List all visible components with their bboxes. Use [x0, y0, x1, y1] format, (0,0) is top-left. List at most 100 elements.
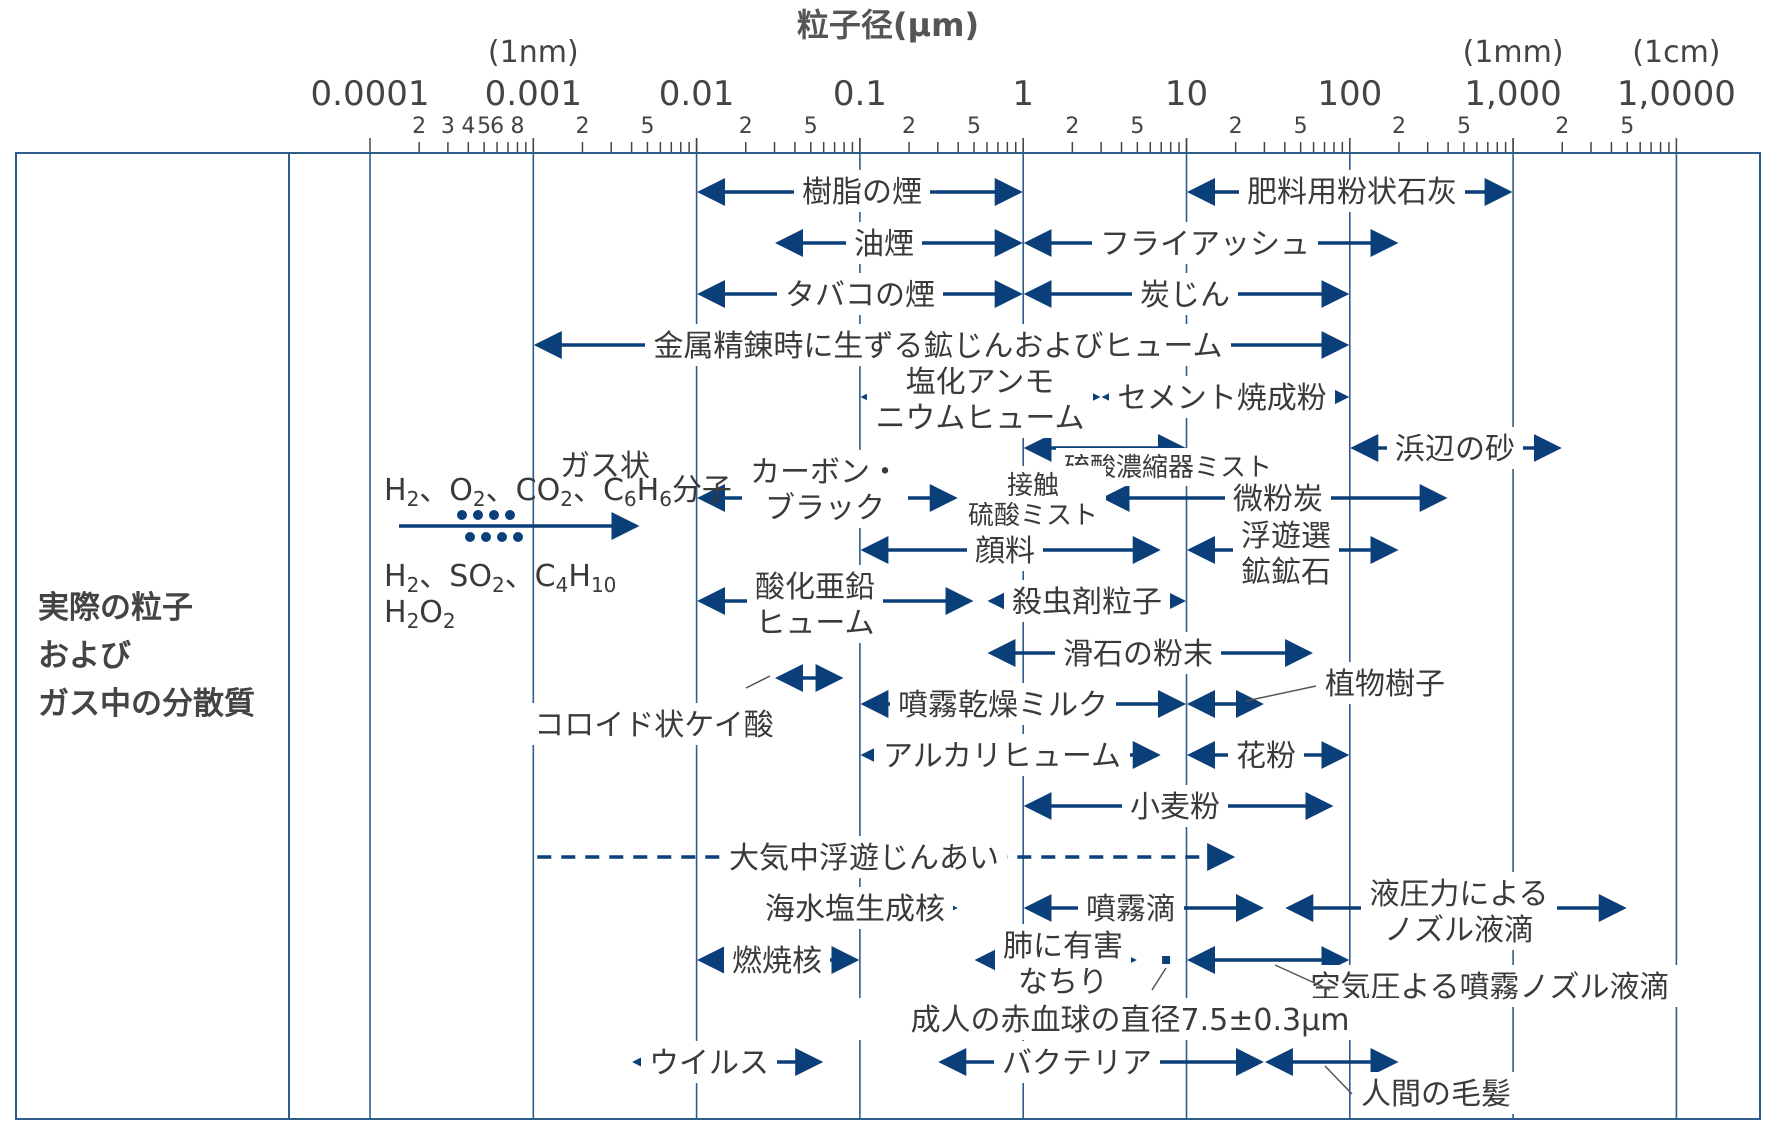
minor-tick-label: 5 — [640, 114, 654, 139]
unit-note: (1cm) — [1632, 35, 1720, 70]
range-label: ニウムヒューム — [875, 401, 1084, 436]
minor-tick-label: 5 — [1294, 114, 1308, 139]
gas-formula-line-1: H2、SO2、C4H10 — [384, 559, 616, 597]
range-label: 大気中浮遊じんあい — [729, 841, 999, 876]
axis-ticks — [369, 138, 1678, 153]
range-label: 花粉 — [1236, 739, 1296, 774]
label-bg — [742, 450, 908, 528]
category-label-line-3: ガス中の分散質 — [38, 686, 255, 722]
range-label: 硫酸ミスト — [968, 501, 1098, 531]
label-bg — [1239, 170, 1465, 212]
range-label: 噴霧滴 — [1086, 892, 1176, 927]
range-label: 油煙 — [854, 227, 914, 262]
label-bg — [1387, 427, 1523, 469]
major-tick-label: 10 — [1165, 74, 1208, 114]
category-label: 実際の粒子 および ガス中の分散質 — [38, 590, 255, 722]
label-bg — [641, 1041, 777, 1083]
range-label: カーボン・ — [750, 455, 900, 490]
minor-tick-label: 2 — [1229, 114, 1243, 139]
category-label-line-2: および — [38, 638, 131, 674]
range-label: フライアッシュ — [1100, 227, 1310, 262]
leader-lines — [745, 675, 1353, 1095]
label-bg — [867, 360, 1093, 438]
label-bg — [967, 529, 1043, 571]
range-label: 炭じん — [1140, 278, 1230, 313]
minor-tick-label: 5 — [1620, 114, 1634, 139]
minor-tick-label: 5 — [1457, 114, 1471, 139]
label-bg — [1078, 887, 1184, 929]
minor-tick-label: 5 — [804, 114, 818, 139]
range-label: 微粉炭 — [1233, 482, 1323, 517]
range-label: 浜辺の砂 — [1395, 432, 1515, 467]
range-label: 小麦粉 — [1130, 790, 1220, 825]
range-label: 鉱鉱石 — [1241, 555, 1331, 590]
label-bg — [852, 998, 1408, 1040]
major-tick-label: 1,000 — [1464, 74, 1561, 114]
label-bg — [960, 466, 1106, 534]
major-tick-label: 1,0000 — [1617, 74, 1736, 114]
major-tick-label: 0.0001 — [311, 74, 430, 114]
minor-tick-label: 3 — [441, 114, 455, 139]
gas-molecule-annotation: ガス状 H2、O2、CO2、C6H6分子 H2、SO2、C4H10 H2O2 — [384, 449, 732, 633]
major-tick-label: 1 — [1012, 74, 1034, 114]
range-label: コロイド状ケイ酸 — [534, 708, 773, 743]
label-bg — [994, 1041, 1160, 1083]
range-label: ウイルス — [649, 1046, 769, 1081]
label-bg — [721, 836, 1007, 878]
range-label: 酸化亜鉛 — [755, 570, 875, 605]
minor-tick-label: 5 — [477, 114, 491, 139]
minor-tick-label: 6 — [490, 114, 504, 139]
major-tick-label: 0.1 — [833, 74, 887, 114]
label-bg — [1055, 632, 1221, 674]
label-bg — [995, 924, 1131, 1002]
major-tick-label: 100 — [1317, 74, 1382, 114]
label-bg — [1228, 734, 1304, 776]
gas-top-label: ガス状 — [560, 449, 650, 484]
range-label: 浮遊選 — [1241, 519, 1331, 554]
label-bg — [526, 703, 782, 745]
minor-tick-label: 2 — [412, 114, 426, 139]
range-label: 滑石の粉末 — [1063, 637, 1213, 672]
axis-title: 粒子径(μm) — [797, 6, 979, 44]
label-bg — [794, 170, 930, 212]
category-label-line-1: 実際の粒子 — [38, 590, 193, 626]
label-bg — [890, 683, 1116, 725]
minor-tick-label: 5 — [1130, 114, 1144, 139]
minor-tick-label: 2 — [1555, 114, 1569, 139]
range-label: 肺に有害 — [1003, 929, 1123, 964]
range-label: 金属精錬時に生ずる鉱じんおよびヒューム — [653, 329, 1222, 364]
minor-tick-label: 2 — [1392, 114, 1406, 139]
range-label: アルカリヒューム — [883, 739, 1121, 774]
range-label: 肥料用粉状石灰 — [1247, 175, 1457, 210]
gas-formula-line-2: H2O2 — [384, 595, 456, 633]
label-bg — [724, 939, 830, 981]
range-label: セメント焼成粉 — [1117, 381, 1326, 416]
range-mark — [1162, 956, 1171, 964]
label-bg — [1092, 222, 1318, 264]
label-bg — [757, 887, 953, 929]
label-bg — [874, 734, 1130, 776]
range-label: 成人の赤血球の直径7.5±0.3μm — [911, 1003, 1350, 1038]
gas-molecule-formula: H2、O2、CO2、C6H6分子 — [384, 473, 732, 511]
range-label: 人間の毛髪 — [1361, 1077, 1511, 1112]
label-bg — [1233, 514, 1339, 592]
minor-tick-label: 4 — [461, 114, 475, 139]
range-label: 噴霧乾燥ミルク — [898, 688, 1108, 723]
plot-frame — [15, 152, 1761, 1120]
range-label: 植物樹子 — [1325, 667, 1445, 702]
range-label: 海水塩生成核 — [765, 892, 945, 927]
label-bg — [1122, 785, 1228, 827]
unit-note: (1nm) — [488, 35, 579, 70]
range-label: 樹脂の煙 — [802, 175, 922, 210]
label-bg — [645, 324, 1231, 366]
label-bg — [747, 565, 883, 643]
minor-tick-label: 8 — [510, 114, 524, 139]
range-label: 殺虫剤粒子 — [1012, 585, 1162, 620]
range-label: 燃焼核 — [732, 944, 822, 979]
minor-tick-label: 5 — [967, 114, 981, 139]
label-bg — [1132, 273, 1238, 315]
label-bg — [1004, 580, 1170, 622]
label-bg — [1109, 376, 1335, 418]
range-label: 液圧力による — [1369, 877, 1548, 912]
major-tick-label: 0.001 — [485, 74, 582, 114]
